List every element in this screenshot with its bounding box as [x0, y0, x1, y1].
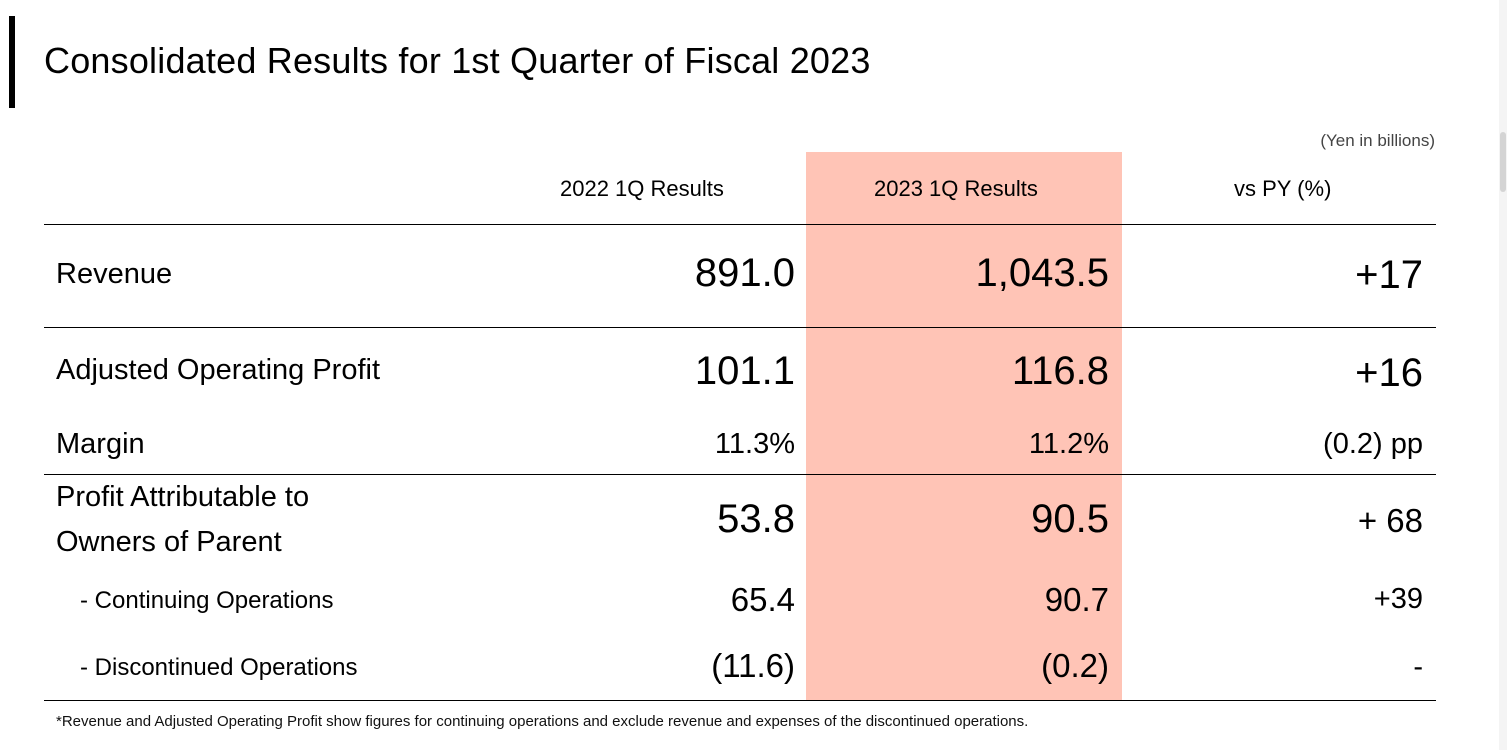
profit-parent-prior-value: 53.8	[717, 497, 795, 541]
row-label-profit-attributable-line1: Profit Attributable to	[56, 481, 310, 513]
row-label-discontinued-operations: - Discontinued Operations	[80, 654, 358, 681]
header-divider	[44, 224, 1436, 225]
table-bottom-divider	[44, 700, 1436, 701]
profit-parent-current-value: 90.5	[1031, 497, 1109, 541]
row-label-adjusted-operating-profit: Adjusted Operating Profit	[56, 354, 381, 386]
column-header-change: vs PY (%)	[1234, 176, 1332, 201]
vertical-scrollbar-track[interactable]	[1499, 0, 1507, 750]
margin-current-value: 11.2%	[1028, 428, 1109, 460]
row-label-continuing-operations: - Continuing Operations	[80, 587, 334, 614]
row-label-profit-attributable-line2: Owners of Parent	[56, 526, 282, 558]
continuing-prior-value: 65.4	[730, 581, 795, 618]
aop-prior-value: 101.1	[694, 349, 795, 393]
column-header-prior: 2022 1Q Results	[560, 176, 724, 201]
margin-divider	[44, 474, 1436, 475]
column-header-current: 2023 1Q Results	[874, 176, 1038, 201]
current-column-highlight	[806, 152, 1122, 700]
aop-current-value: 116.8	[1011, 349, 1109, 393]
aop-change-value: +16	[1355, 351, 1423, 395]
revenue-change-value: +17	[1355, 253, 1423, 297]
title-accent-bar	[9, 16, 15, 108]
margin-change-value: (0.2) pp	[1323, 428, 1423, 460]
revenue-divider	[44, 327, 1436, 328]
discontinued-prior-value: (11.6)	[711, 647, 795, 684]
continuing-change-value: +39	[1373, 583, 1423, 615]
revenue-current-value: 1,043.5	[975, 251, 1109, 295]
margin-prior-value: 11.3%	[714, 428, 795, 460]
vertical-scrollbar-thumb[interactable]	[1500, 132, 1506, 192]
discontinued-current-value: (0.2)	[1041, 647, 1109, 684]
page-title: Consolidated Results for 1st Quarter of …	[44, 40, 871, 81]
row-label-revenue: Revenue	[56, 258, 173, 290]
continuing-current-value: 90.7	[1044, 581, 1109, 618]
revenue-prior-value: 891.0	[694, 251, 795, 295]
unit-note: (Yen in billions)	[1320, 131, 1435, 150]
row-label-margin: Margin	[56, 428, 145, 460]
profit-parent-change-value: + 68	[1357, 502, 1423, 539]
footnote: *Revenue and Adjusted Operating Profit s…	[56, 713, 1029, 730]
discontinued-change-value: -	[1413, 651, 1423, 683]
